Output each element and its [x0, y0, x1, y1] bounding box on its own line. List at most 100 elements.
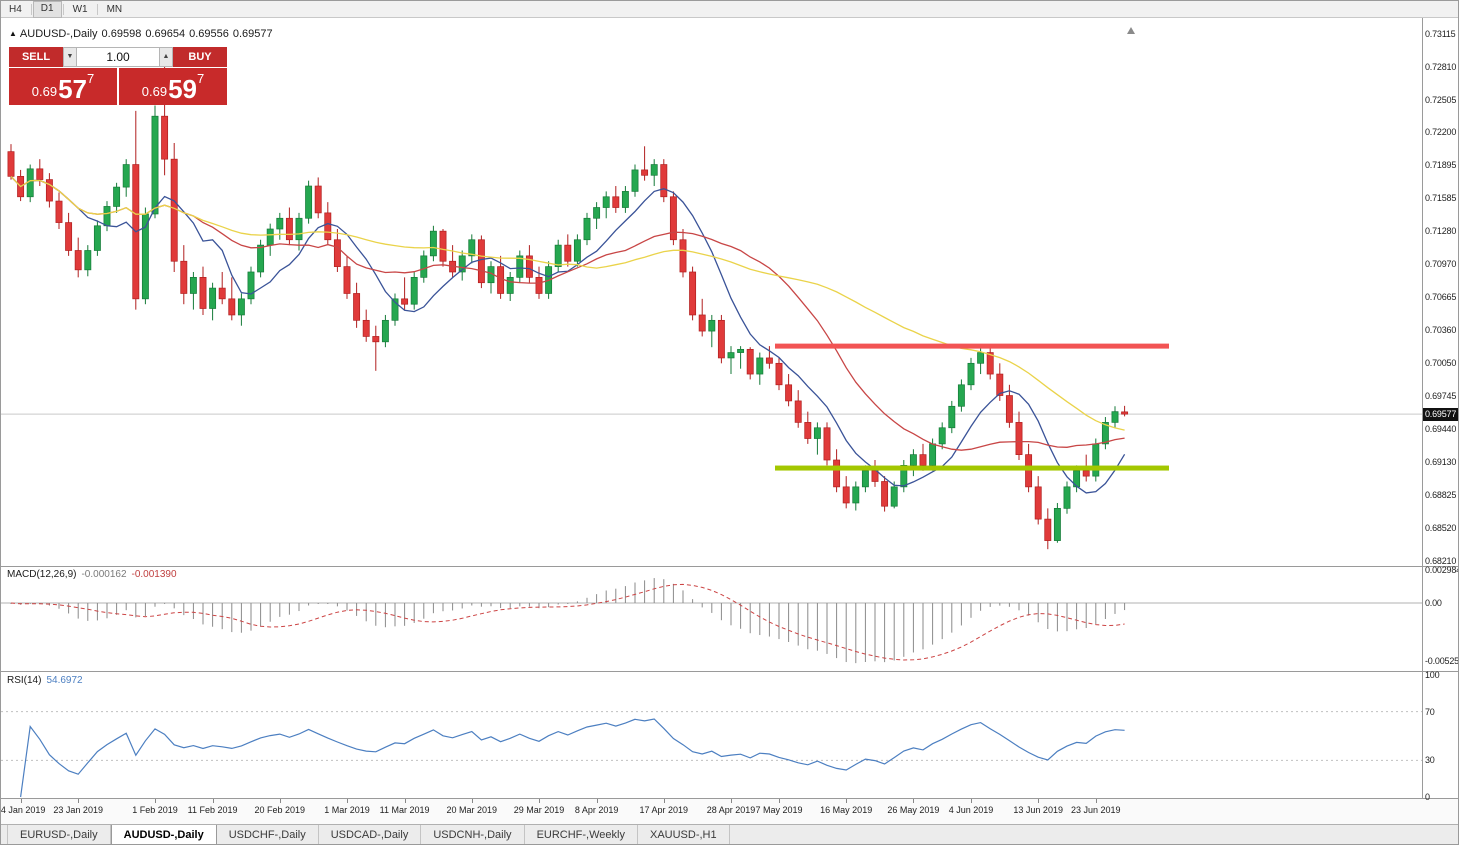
- volume-input[interactable]: [77, 47, 159, 67]
- close-value: 0.69577: [232, 28, 273, 40]
- volume-decrease-button[interactable]: ▼: [63, 47, 77, 67]
- date-label: 1 Feb 2019: [132, 805, 178, 815]
- price-scale-label: 0.70050: [1425, 358, 1457, 369]
- toolbar-separator: [30, 3, 32, 15]
- date-tick: [1038, 799, 1040, 803]
- rsi-value: 54.6972: [46, 675, 83, 686]
- price-scale-label: 0.70665: [1425, 292, 1457, 303]
- timeframe-button-d1[interactable]: D1: [32, 1, 62, 18]
- date-label: 28 Apr 2019: [706, 805, 756, 815]
- price-scale-label: 0.71895: [1425, 160, 1457, 171]
- sell-button[interactable]: SELL: [9, 47, 63, 67]
- rsi-scale-label: 30: [1425, 755, 1435, 766]
- macd-name: MACD(12,26,9): [7, 569, 77, 580]
- date-tick: [971, 799, 972, 803]
- date-tick: [913, 799, 915, 803]
- date-tick: [279, 799, 281, 803]
- buy-price-pip: 7: [197, 71, 205, 86]
- high-value: 0.69654: [145, 28, 186, 40]
- date-label: 8 Apr 2019: [574, 805, 619, 815]
- rsi-label: RSI(14) 54.6972: [7, 675, 83, 686]
- current-price-badge: 0.69577: [1423, 407, 1458, 421]
- pane-separator[interactable]: [1, 566, 1458, 567]
- date-label: 11 Mar 2019: [379, 805, 430, 815]
- date-label: 7 May 2019: [755, 805, 803, 815]
- macd-label: MACD(12,26,9) -0.000162 -0.001390: [7, 569, 177, 580]
- date-label: 4 Jun 2019: [948, 805, 994, 815]
- date-tick: [779, 799, 780, 803]
- timeframe-button-h4[interactable]: H4: [9, 3, 22, 15]
- chart-tab-usdchf-daily[interactable]: USDCHF-,Daily: [217, 825, 319, 844]
- date-label: 20 Feb 2019: [254, 805, 306, 815]
- date-tick: [471, 799, 473, 803]
- sell-price-pip: 7: [87, 71, 95, 86]
- buy-button[interactable]: BUY: [173, 47, 227, 67]
- pane-separator[interactable]: [1, 671, 1458, 672]
- rsi-name: RSI(14): [7, 675, 42, 686]
- price-scale-label: 0.72810: [1425, 61, 1457, 72]
- date-tick: [404, 799, 406, 803]
- date-label: 23 Jun 2019: [1071, 805, 1121, 815]
- price-chart[interactable]: [1, 18, 1422, 799]
- macd-signal-value: -0.001390: [131, 569, 177, 580]
- date-tick: [20, 799, 22, 803]
- price-scale-label: 0.69745: [1425, 391, 1457, 402]
- timeframe-button-mn[interactable]: MN: [106, 3, 123, 15]
- date-label: 29 Mar 2019: [513, 805, 565, 815]
- chart-tab-audusd-daily[interactable]: AUDUSD-,Daily: [110, 825, 217, 844]
- price-scale-label: 0.72200: [1425, 127, 1457, 138]
- price-scale-label: 0.73115: [1425, 29, 1456, 39]
- price-scale-label: 0.69440: [1425, 423, 1457, 434]
- date-tick: [731, 799, 732, 803]
- price-scale-label: 0.68825: [1425, 489, 1457, 500]
- symbol-name: AUDUSD-,Daily: [19, 28, 98, 40]
- date-label: 23 Jan 2019: [53, 805, 103, 815]
- macd-scale-label: -0.005254: [1425, 655, 1459, 666]
- chart-tab-usdcad-daily[interactable]: USDCAD-,Daily: [319, 825, 422, 844]
- date-tick: [347, 799, 348, 803]
- date-label: 20 Mar 2019: [446, 805, 498, 815]
- toolbar-separator: [62, 3, 64, 15]
- price-scale-border: [1422, 18, 1423, 799]
- price-scale-label: 0.70970: [1425, 259, 1457, 270]
- sell-price-prefix: 0.69: [31, 84, 58, 99]
- pane-separator: [1, 798, 1458, 799]
- chart-tab-usdcnh-daily[interactable]: USDCNH-,Daily: [421, 825, 525, 844]
- volume-increase-button[interactable]: ▲: [159, 47, 173, 67]
- price-scale-label: 0.69130: [1425, 457, 1457, 468]
- chart-tab-eurusd-daily[interactable]: EURUSD-,Daily: [7, 825, 111, 844]
- date-tick: [846, 799, 848, 803]
- date-label: 17 Apr 2019: [639, 805, 689, 815]
- date-tick: [78, 799, 80, 803]
- macd-scale-label: 0.00: [1425, 598, 1442, 608]
- timeframe-button-w1[interactable]: W1: [72, 3, 88, 15]
- low-value: 0.69556: [189, 28, 229, 40]
- rsi-scale-label: 70: [1425, 706, 1435, 717]
- buy-price-prefix: 0.69: [141, 84, 168, 99]
- date-label: 26 May 2019: [887, 805, 940, 815]
- symbol-ohlc-line: ▲ AUDUSD-,Daily 0.69598 0.69654 0.69556 0.695…: [9, 28, 277, 40]
- rsi-scale-label: 100: [1425, 670, 1440, 680]
- date-tick: [212, 799, 214, 803]
- chart-tab-bar: EURUSD-,Daily AUDUSD-,Daily USDCHF-,Daily U…: [1, 824, 1458, 844]
- price-scale-label: 0.70360: [1425, 325, 1457, 335]
- date-label: 13 Jun 2019: [1013, 805, 1063, 815]
- date-tick: [1095, 799, 1097, 803]
- price-scale-label: 0.71280: [1425, 226, 1457, 237]
- price-scale-label: 0.68210: [1425, 556, 1457, 566]
- macd-value: -0.000162: [81, 569, 127, 580]
- price-scale-label: 0.72505: [1425, 94, 1457, 105]
- toolbar-separator: [96, 3, 98, 15]
- chart-tab-eurchf-weekly[interactable]: EURCHF-,Weekly: [525, 825, 638, 844]
- timeframe-toolbar: H4 D1 W1 MN: [1, 1, 1458, 18]
- buy-price-panel[interactable]: 0.69 59 7: [119, 68, 227, 105]
- macd-scale-label: 0.002984: [1425, 565, 1459, 576]
- one-click-trading-panel: SELL ▼ ▲ BUY 0.69 57 7 0.69 59 7: [9, 47, 227, 105]
- date-tick: [663, 799, 665, 803]
- chart-tab-xauusd-h1[interactable]: XAUUSD-,H1: [638, 825, 730, 844]
- buy-price-big: 59: [168, 74, 197, 104]
- sell-price-panel[interactable]: 0.69 57 7: [9, 68, 117, 105]
- chart-marker-icon: ▲: [9, 29, 17, 38]
- date-axis[interactable]: 14 Jan 2019 23 Jan 2019 1 Feb 2019 11 Feb 2…: [1, 799, 1458, 824]
